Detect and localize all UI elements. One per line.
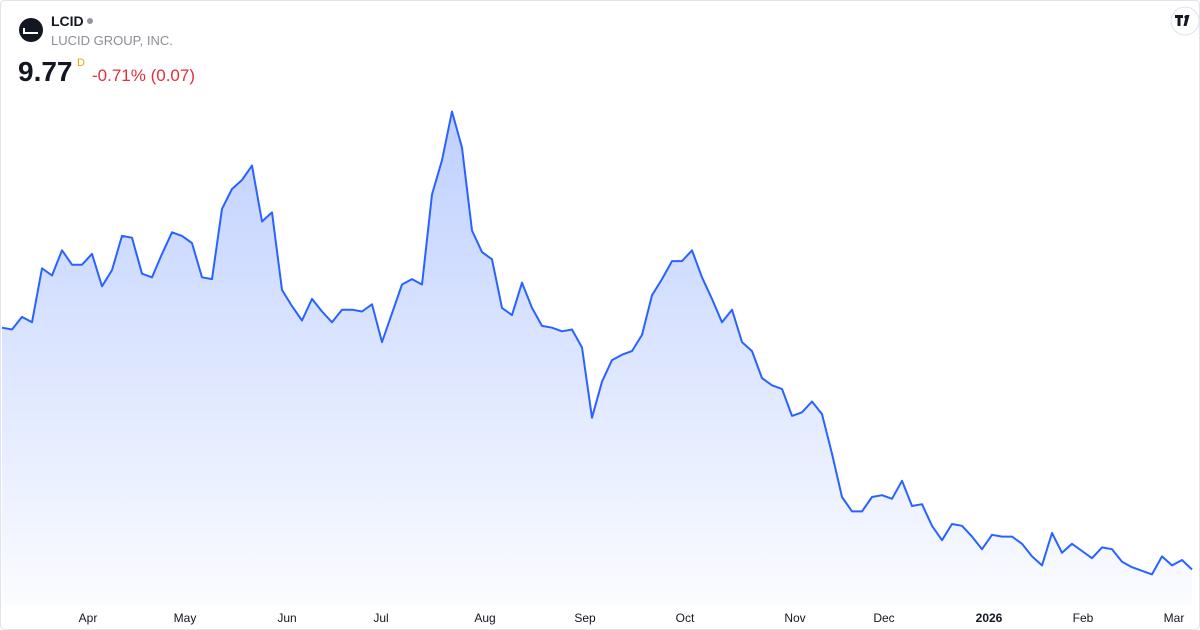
status-dot xyxy=(87,18,93,24)
change: -0.71% (0.07) xyxy=(92,66,195,85)
x-tick-label: Oct xyxy=(676,611,695,625)
logo xyxy=(19,18,43,42)
x-tick-label: Sep xyxy=(574,611,596,625)
x-tick-label: Apr xyxy=(79,611,98,625)
x-tick-label: Jun xyxy=(277,611,296,625)
x-tick-label: Mar xyxy=(1164,611,1185,625)
price-flag: D xyxy=(77,57,85,69)
x-tick-label: 2026 xyxy=(976,611,1003,625)
tv-logo[interactable] xyxy=(1170,6,1200,36)
logo-mark xyxy=(23,28,38,34)
x-tick-label: Jul xyxy=(373,611,388,625)
x-tick-label: Dec xyxy=(873,611,894,625)
area-fill xyxy=(2,111,1192,605)
company: LUCID GROUP, INC. xyxy=(51,33,173,48)
x-tick-label: Feb xyxy=(1073,611,1094,625)
x-tick-label: Nov xyxy=(784,611,805,625)
symbol: LCID xyxy=(51,13,84,29)
x-tick-label: Aug xyxy=(474,611,495,625)
x-tick-label: May xyxy=(174,611,197,625)
price: 9.77 xyxy=(18,56,73,87)
tv-logo-dot[interactable] xyxy=(1184,15,1188,19)
price-line xyxy=(1,110,1193,576)
